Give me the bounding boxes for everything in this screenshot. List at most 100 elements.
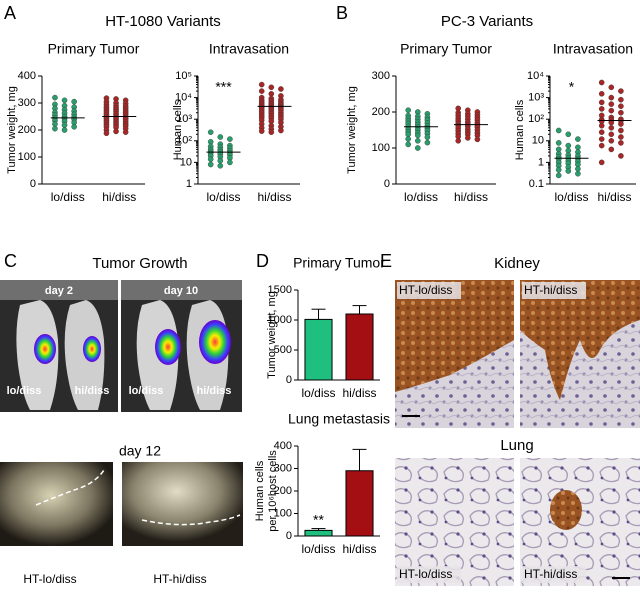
bar xyxy=(304,529,333,537)
image-label: hi/diss xyxy=(197,385,232,397)
data-point xyxy=(207,129,214,136)
significance: * xyxy=(569,79,575,95)
label-background xyxy=(522,282,586,299)
panel-letter: C xyxy=(4,251,17,271)
data-point xyxy=(608,146,615,153)
y-tick-label: 10³ xyxy=(176,113,192,125)
image-label: HT-hi/diss xyxy=(524,567,577,581)
y-tick-label: 200 xyxy=(18,124,36,136)
data-point xyxy=(575,166,581,172)
data-point xyxy=(258,88,265,94)
data-point xyxy=(608,107,615,114)
bar xyxy=(345,313,374,381)
data-point xyxy=(598,136,605,142)
y-axis-label: Tumor weight, mg xyxy=(6,86,18,174)
y-tick-label: 10⁵ xyxy=(175,70,192,82)
kidney-histology xyxy=(395,280,640,428)
chart-title: Primary Tumor xyxy=(48,41,140,57)
data-point xyxy=(598,99,605,106)
data-point xyxy=(405,107,412,113)
data-point xyxy=(618,140,624,146)
data-point xyxy=(618,96,624,103)
data-point xyxy=(618,134,624,140)
bioluminescence-image xyxy=(0,280,242,412)
x-tick-label: hi/diss xyxy=(102,190,136,204)
data-point xyxy=(555,127,562,134)
y-tick-label: 400 xyxy=(274,440,292,452)
data-point xyxy=(618,121,624,127)
data-point xyxy=(464,135,471,141)
image-label: hi/diss xyxy=(75,385,110,397)
data-point xyxy=(61,127,68,133)
image-caption: HT-lo/diss xyxy=(23,572,76,586)
data-point xyxy=(278,127,284,134)
data-point xyxy=(598,106,605,112)
data-point xyxy=(424,139,431,146)
lung-photo xyxy=(0,462,243,546)
data-point xyxy=(258,81,265,88)
image-label: HT-hi/diss xyxy=(524,283,577,297)
data-point xyxy=(575,144,581,151)
bar xyxy=(304,318,333,381)
image-label: HT-lo/diss xyxy=(399,283,452,297)
image-label: day 2 xyxy=(45,285,73,297)
data-point xyxy=(598,79,605,86)
label-background xyxy=(522,566,586,583)
y-tick-label: 10 xyxy=(532,135,544,147)
y-axis-label: Tumor weight, mg xyxy=(266,291,278,379)
data-point xyxy=(71,98,77,105)
data-point xyxy=(268,90,275,97)
y-axis-label: per 10⁶host cells xyxy=(267,450,279,532)
data-point xyxy=(61,97,68,104)
y-tick-label: 1 xyxy=(538,156,544,168)
panel-title: Kidney xyxy=(494,255,540,272)
chart-title: Intravasation xyxy=(553,41,633,57)
y-axis-label: Tumor weight, mg xyxy=(346,86,358,174)
y-tick-label: 100 xyxy=(18,151,36,163)
data-point xyxy=(268,129,275,136)
data-point xyxy=(618,103,624,109)
data-point xyxy=(598,159,605,166)
data-point xyxy=(618,153,624,159)
y-tick-label: 300 xyxy=(274,462,292,474)
y-tick-label: 10 xyxy=(180,156,192,168)
data-point xyxy=(608,124,615,131)
group-title: PC-3 Variants xyxy=(441,13,533,30)
data-point xyxy=(474,136,481,143)
y-axis-label: Human cells xyxy=(514,99,526,160)
y-tick-label: 0 xyxy=(286,530,292,542)
x-tick-label: lo/diss xyxy=(51,190,85,204)
panel-letter: D xyxy=(256,251,269,271)
y-tick-label: 1 xyxy=(186,178,192,190)
data-point xyxy=(61,122,68,128)
data-point xyxy=(217,134,224,140)
data-point xyxy=(227,159,233,166)
significance: ** xyxy=(313,511,324,527)
data-point xyxy=(618,127,624,134)
data-point xyxy=(71,123,77,130)
y-axis-label: Human cells xyxy=(254,460,266,521)
data-point xyxy=(565,131,572,138)
chart-title: Lung metastasis xyxy=(288,411,390,427)
chart-title: Primary Tumor xyxy=(293,255,385,271)
y-tick-label: 0 xyxy=(286,374,292,386)
y-tick-label: 0 xyxy=(30,178,36,190)
y-tick-label: 10⁴ xyxy=(527,70,544,82)
data-point xyxy=(608,131,615,138)
group-title: HT-1080 Variants xyxy=(105,13,221,30)
panel-title: Lung xyxy=(500,437,533,454)
data-point xyxy=(608,84,615,91)
data-point xyxy=(608,94,615,101)
y-axis-label: Human cells xyxy=(172,99,184,160)
data-point xyxy=(405,136,412,142)
y-tick-label: 100 xyxy=(274,507,292,519)
y-tick-label: 100 xyxy=(372,142,390,154)
panel-letter: E xyxy=(380,251,392,271)
x-tick-label: lo/diss xyxy=(554,190,588,204)
y-tick-label: 10³ xyxy=(528,92,544,104)
data-point xyxy=(598,129,605,136)
data-point xyxy=(455,137,462,144)
data-point xyxy=(414,132,421,139)
data-point xyxy=(278,86,284,92)
data-point xyxy=(424,134,431,140)
